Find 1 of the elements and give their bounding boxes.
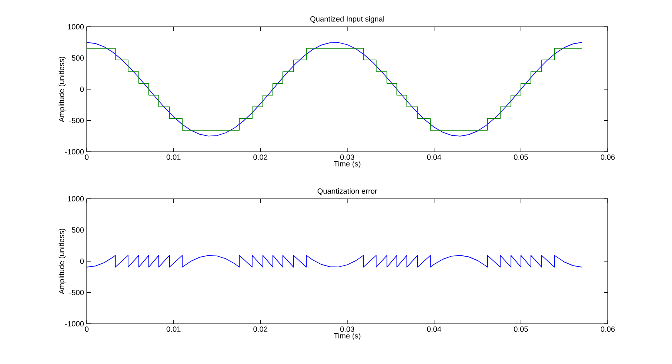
line-series [87, 255, 582, 268]
